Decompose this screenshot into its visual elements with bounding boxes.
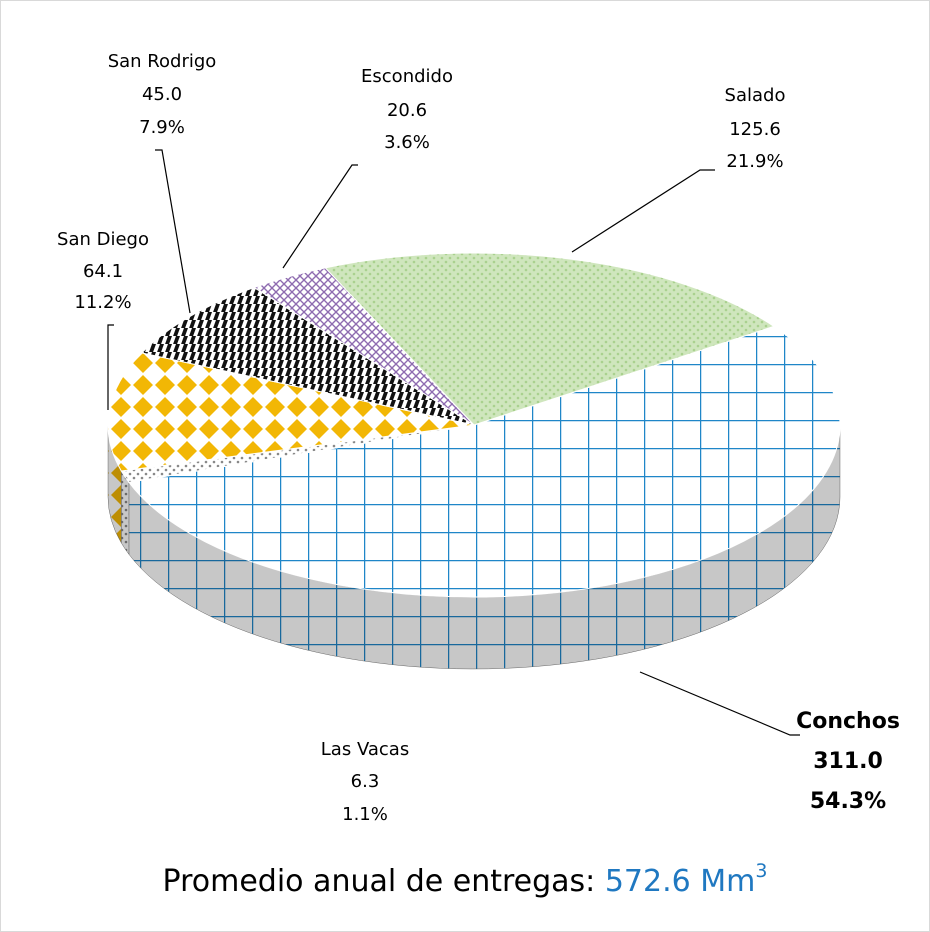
percentage-label: 54.3% xyxy=(810,789,886,814)
category-label: Escondido xyxy=(361,66,453,87)
value-label: 125.6 xyxy=(729,119,781,140)
category-label: Salado xyxy=(725,85,786,106)
slice xyxy=(107,352,475,472)
value-label: 45.0 xyxy=(142,84,182,105)
value-label: 311.0 xyxy=(813,749,883,774)
category-label: San Diego xyxy=(57,229,149,250)
leader-line xyxy=(282,164,358,269)
slice xyxy=(128,325,841,598)
total-caption: Promedio anual de entregas: 572.6 Mm3 xyxy=(163,860,768,899)
percentage-label: 3.6% xyxy=(384,132,430,153)
percentage-label: 11.2% xyxy=(74,292,131,313)
percentage-label: 21.9% xyxy=(726,151,783,172)
category-label: San Rodrigo xyxy=(108,51,217,72)
slice xyxy=(140,286,475,426)
total-prefix: Promedio anual de entregas: xyxy=(163,864,596,899)
value-label: 6.3 xyxy=(351,771,380,792)
value-label: 64.1 xyxy=(83,261,123,282)
total-unit: Mm xyxy=(700,864,755,899)
leader-line xyxy=(107,324,114,410)
category-label: Las Vacas xyxy=(321,739,409,760)
percentage-label: 1.1% xyxy=(342,804,388,825)
leader-line xyxy=(155,149,191,314)
total-unit-exponent: 3 xyxy=(755,860,767,882)
category-label: Conchos xyxy=(796,709,900,734)
leader-line xyxy=(571,169,715,253)
value-label: 20.6 xyxy=(387,100,427,121)
slice xyxy=(324,252,775,426)
total-value: 572.6 xyxy=(605,864,691,899)
leader-line xyxy=(639,671,800,736)
percentage-label: 7.9% xyxy=(139,117,185,138)
